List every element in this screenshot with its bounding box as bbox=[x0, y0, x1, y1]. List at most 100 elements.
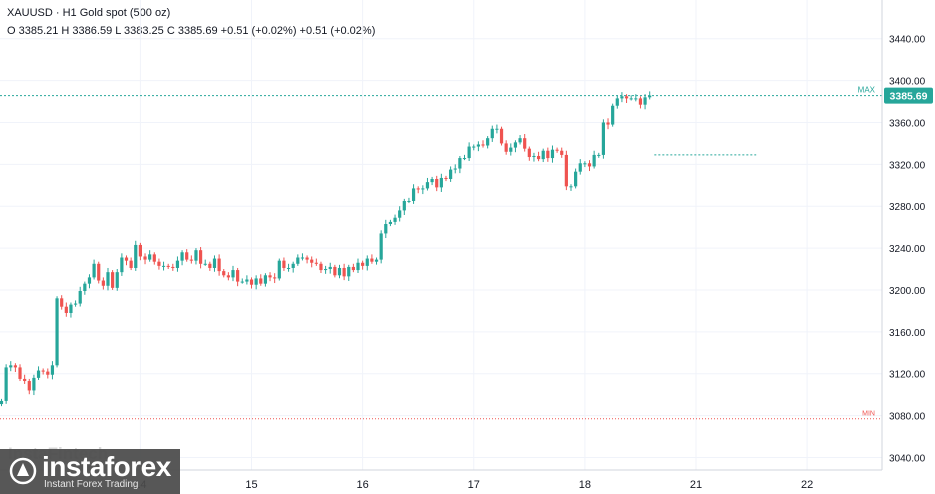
candle-body bbox=[291, 263, 295, 268]
candle-body bbox=[148, 254, 152, 260]
candle-body bbox=[36, 370, 41, 378]
candle-body bbox=[370, 258, 374, 262]
candle-body bbox=[407, 200, 411, 202]
candle-body bbox=[277, 260, 281, 279]
candle-body bbox=[129, 260, 133, 268]
candle-body bbox=[476, 144, 480, 147]
candle-body bbox=[458, 158, 462, 169]
candle-body bbox=[425, 182, 430, 189]
candle-body bbox=[310, 259, 314, 263]
candle-body bbox=[152, 254, 156, 262]
candle-body bbox=[106, 272, 110, 286]
y-tick-label: 3280.00 bbox=[889, 202, 926, 213]
instaforex-logo-icon bbox=[9, 457, 37, 485]
candle-body bbox=[462, 158, 467, 160]
candle-body bbox=[203, 263, 207, 265]
candle-body bbox=[555, 149, 559, 151]
y-tick-label: 3320.00 bbox=[889, 160, 926, 171]
candle-body bbox=[518, 138, 522, 143]
candle-body bbox=[101, 280, 105, 286]
candle-body bbox=[208, 263, 212, 268]
candle-body bbox=[347, 266, 351, 277]
x-tick-label: 22 bbox=[801, 479, 813, 491]
candle-body bbox=[546, 150, 550, 159]
candle-body bbox=[64, 306, 68, 313]
candle-body bbox=[384, 224, 388, 234]
x-tick-label: 17 bbox=[468, 479, 480, 491]
candle-body bbox=[569, 186, 573, 188]
y-tick-label: 3120.00 bbox=[889, 370, 926, 381]
logo-tagline: Instant Forex Trading bbox=[44, 479, 139, 490]
candle-body bbox=[523, 138, 527, 149]
candle-body bbox=[157, 261, 161, 266]
candle-body bbox=[324, 269, 328, 271]
candle-body bbox=[115, 272, 119, 288]
candle-body bbox=[41, 370, 45, 372]
candle-body bbox=[495, 128, 499, 130]
candle-body bbox=[226, 275, 230, 278]
candle-body bbox=[9, 365, 13, 368]
candle-body bbox=[611, 105, 615, 125]
candle-body bbox=[356, 262, 360, 271]
candle-body bbox=[643, 97, 647, 105]
candle-body bbox=[439, 177, 443, 188]
candle-body bbox=[245, 279, 249, 282]
candle-body bbox=[601, 122, 605, 155]
candle-body bbox=[411, 188, 416, 201]
candle-body bbox=[453, 168, 457, 170]
ohlc-readout: O 3385.21 H 3386.59 L 3383.25 C 3385.69 … bbox=[7, 25, 376, 37]
candles bbox=[0, 91, 652, 407]
candle-body bbox=[254, 278, 258, 285]
candle-body bbox=[532, 155, 536, 158]
candle-body bbox=[597, 154, 601, 156]
candle-body bbox=[282, 260, 286, 268]
y-tick-label: 3040.00 bbox=[889, 453, 926, 464]
candle-body bbox=[574, 171, 578, 187]
candle-body bbox=[361, 262, 365, 266]
candle-body bbox=[620, 96, 624, 99]
candle-body bbox=[430, 178, 434, 183]
candle-body bbox=[648, 95, 652, 98]
candle-body bbox=[268, 275, 272, 278]
candle-body bbox=[351, 266, 355, 271]
candle-body bbox=[138, 244, 142, 257]
candle-body bbox=[592, 154, 596, 167]
candle-body bbox=[249, 279, 254, 285]
candle-body bbox=[263, 275, 268, 284]
candle-body bbox=[578, 163, 582, 172]
candle-body bbox=[240, 281, 244, 283]
candle-body bbox=[472, 146, 476, 148]
candle-body bbox=[171, 266, 175, 268]
candle-body bbox=[217, 258, 221, 272]
candle-body bbox=[46, 371, 50, 375]
candle-body bbox=[92, 263, 96, 278]
candle-body bbox=[560, 150, 564, 155]
candle-body bbox=[32, 377, 36, 391]
candle-body bbox=[513, 142, 518, 148]
y-tick-label: 3440.00 bbox=[889, 35, 926, 46]
candle-body bbox=[435, 178, 439, 188]
candle-body bbox=[60, 298, 64, 307]
candle-body bbox=[189, 259, 193, 261]
candle-body bbox=[379, 233, 383, 260]
candle-body bbox=[467, 146, 471, 159]
candle-body bbox=[624, 96, 629, 99]
candle-body bbox=[319, 263, 323, 271]
grid bbox=[0, 0, 882, 470]
candle-body bbox=[481, 144, 485, 146]
candle-body bbox=[166, 265, 170, 267]
candle-body bbox=[231, 270, 235, 278]
candle-body bbox=[541, 150, 545, 160]
candle-body bbox=[78, 291, 82, 304]
candle-body bbox=[333, 266, 337, 276]
candle-body bbox=[587, 163, 592, 167]
candle-body bbox=[527, 148, 531, 158]
candle-body bbox=[550, 149, 555, 159]
candle-body bbox=[638, 98, 643, 105]
candle-body bbox=[286, 267, 291, 269]
y-tick-label: 3360.00 bbox=[889, 118, 926, 129]
max-label: MAX bbox=[858, 86, 876, 95]
candle-body bbox=[18, 367, 22, 379]
